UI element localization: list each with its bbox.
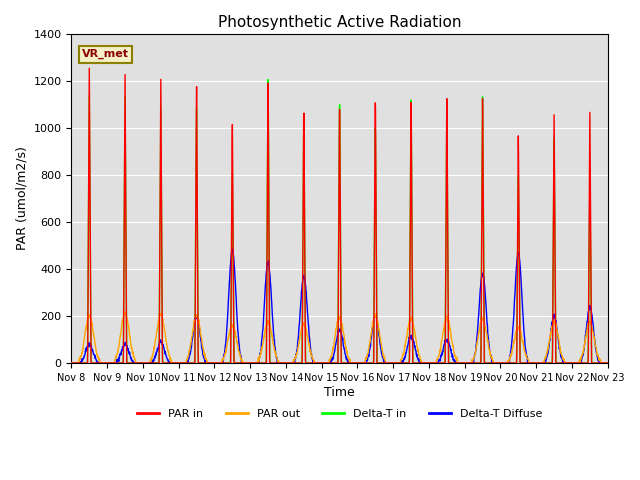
- Delta-T Diffuse: [572, 360, 579, 366]
- Delta-T in: [367, 360, 374, 366]
- PAR in: [572, 360, 579, 366]
- Delta-T in: [355, 360, 363, 366]
- Delta-T Diffuse: [228, 246, 236, 252]
- PAR in: [367, 360, 374, 366]
- Delta-T in: [264, 77, 272, 83]
- PAR out: [218, 360, 225, 366]
- PAR out: [355, 360, 363, 366]
- Delta-T Diffuse: [68, 360, 76, 366]
- Delta-T in: [604, 360, 612, 366]
- PAR in: [557, 360, 564, 366]
- Legend: PAR in, PAR out, Delta-T in, Delta-T Diffuse: PAR in, PAR out, Delta-T in, Delta-T Dif…: [132, 405, 547, 423]
- Title: Photosynthetic Active Radiation: Photosynthetic Active Radiation: [218, 15, 461, 30]
- PAR out: [367, 333, 374, 338]
- Delta-T Diffuse: [355, 360, 363, 366]
- Delta-T in: [217, 360, 225, 366]
- Line: Delta-T Diffuse: Delta-T Diffuse: [72, 249, 608, 363]
- PAR in: [495, 360, 503, 366]
- Delta-T in: [572, 360, 579, 366]
- Delta-T in: [557, 360, 564, 366]
- Delta-T in: [68, 360, 76, 366]
- PAR in: [355, 360, 363, 366]
- Line: PAR out: PAR out: [72, 312, 608, 363]
- PAR out: [68, 360, 76, 366]
- PAR out: [557, 348, 564, 353]
- Line: Delta-T in: Delta-T in: [72, 80, 608, 363]
- Delta-T Diffuse: [604, 360, 612, 366]
- Delta-T Diffuse: [217, 360, 225, 366]
- PAR out: [572, 360, 579, 366]
- Y-axis label: PAR (umol/m2/s): PAR (umol/m2/s): [15, 146, 28, 251]
- Delta-T in: [495, 360, 503, 366]
- PAR in: [86, 65, 93, 71]
- Line: PAR in: PAR in: [72, 68, 608, 363]
- Delta-T Diffuse: [495, 360, 503, 366]
- PAR out: [121, 309, 129, 314]
- PAR in: [218, 360, 225, 366]
- PAR in: [604, 360, 612, 366]
- Text: VR_met: VR_met: [82, 49, 129, 59]
- Delta-T Diffuse: [557, 351, 564, 357]
- PAR out: [495, 360, 503, 366]
- X-axis label: Time: Time: [324, 385, 355, 398]
- PAR in: [68, 360, 76, 366]
- Delta-T Diffuse: [367, 338, 374, 344]
- PAR out: [604, 360, 612, 366]
